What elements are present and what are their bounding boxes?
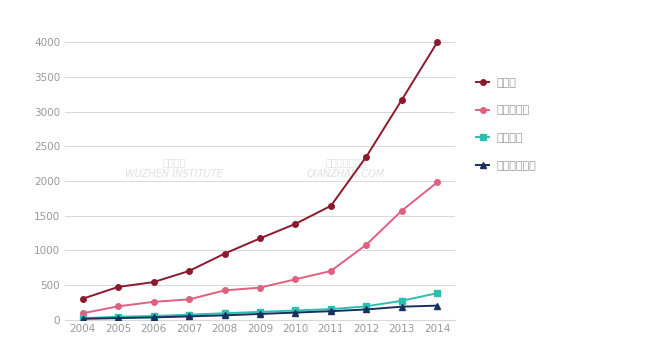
计算机视觉 [114,304,122,308]
计算机视觉 [292,277,300,282]
Text: 前瞻产业研究院
QIANZHAN.COM: 前瞻产业研究院 QIANZHAN.COM [307,157,385,179]
机器学习 [79,316,86,320]
机器学习 [292,308,300,313]
自然语言处理 [434,304,441,308]
机器学习 [434,291,441,295]
Line: 机器学习: 机器学习 [80,290,440,321]
Line: 计算机视觉: 计算机视觉 [80,180,440,316]
机器人 [398,98,406,102]
机器学习 [398,299,406,303]
机器学习 [185,312,193,317]
机器人 [79,296,86,301]
自然语言处理 [398,305,406,309]
计算机视觉 [434,180,441,184]
Line: 机器人: 机器人 [80,39,440,301]
计算机视觉 [398,208,406,213]
自然语言处理 [114,316,122,320]
计算机视觉 [327,269,335,273]
自然语言处理 [363,307,370,312]
机器人 [185,269,193,273]
机器人 [292,222,300,226]
计算机视觉 [150,300,157,304]
Legend: 机器人, 计算机视觉, 机器学习, 自然语言处理: 机器人, 计算机视觉, 机器学习, 自然语言处理 [476,78,536,171]
计算机视觉 [79,311,86,315]
计算机视觉 [363,242,370,247]
机器人 [363,154,370,159]
机器学习 [363,304,370,308]
机器人 [434,40,441,44]
计算机视觉 [185,297,193,301]
机器人 [220,252,228,256]
自然语言处理 [327,309,335,313]
机器人 [256,236,264,241]
计算机视觉 [256,285,264,290]
自然语言处理 [292,310,300,315]
自然语言处理 [150,315,157,320]
机器人 [327,204,335,208]
机器学习 [256,310,264,314]
自然语言处理 [79,317,86,321]
机器人 [150,280,157,284]
Text: 乌镇智库
WUZHEN INSTITUTE: 乌镇智库 WUZHEN INSTITUTE [125,157,223,179]
机器学习 [327,307,335,311]
自然语言处理 [220,313,228,317]
机器学习 [220,311,228,315]
计算机视觉 [220,288,228,293]
机器学习 [150,314,157,318]
机器人 [114,285,122,289]
自然语言处理 [256,312,264,316]
自然语言处理 [185,314,193,318]
Line: 自然语言处理: 自然语言处理 [80,303,440,322]
机器学习 [114,315,122,319]
